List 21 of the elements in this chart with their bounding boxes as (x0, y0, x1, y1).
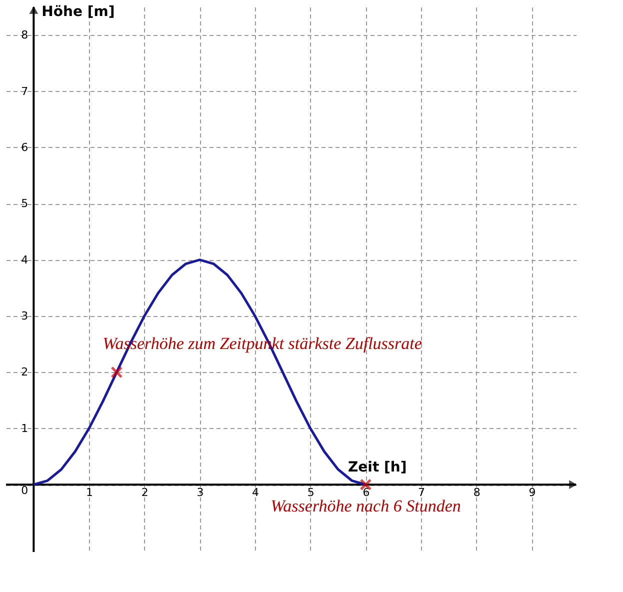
x-axis-title: Zeit [h] (348, 460, 407, 476)
x-tick-label: 7 (418, 486, 426, 500)
x-tick-label: 4 (252, 486, 260, 500)
y-tick-label: 1 (21, 422, 28, 435)
x-tick-label: 6 (362, 486, 370, 500)
y-tick-label: 3 (21, 310, 28, 323)
y-tick-label: 4 (21, 253, 28, 266)
x-tick-label: 9 (528, 486, 536, 500)
x-tick-label: 1 (86, 486, 94, 500)
y-tick-label: 7 (21, 84, 28, 98)
y-tick-label: 2 (21, 366, 28, 379)
y-tick-label: 0 (21, 484, 28, 498)
y-tick-label: 5 (21, 197, 28, 210)
x-tick-label: 3 (196, 486, 204, 500)
x-tick-label: 8 (473, 486, 480, 500)
annotation: Wasserhöhe nach 6 Stunden (270, 496, 461, 516)
x-tick-label: 2 (141, 486, 148, 500)
y-axis-title: Höhe [m] (42, 4, 115, 20)
y-tick-label: 6 (21, 140, 28, 154)
x-tick-label: 5 (307, 486, 314, 500)
y-tick-label: 8 (21, 28, 28, 42)
